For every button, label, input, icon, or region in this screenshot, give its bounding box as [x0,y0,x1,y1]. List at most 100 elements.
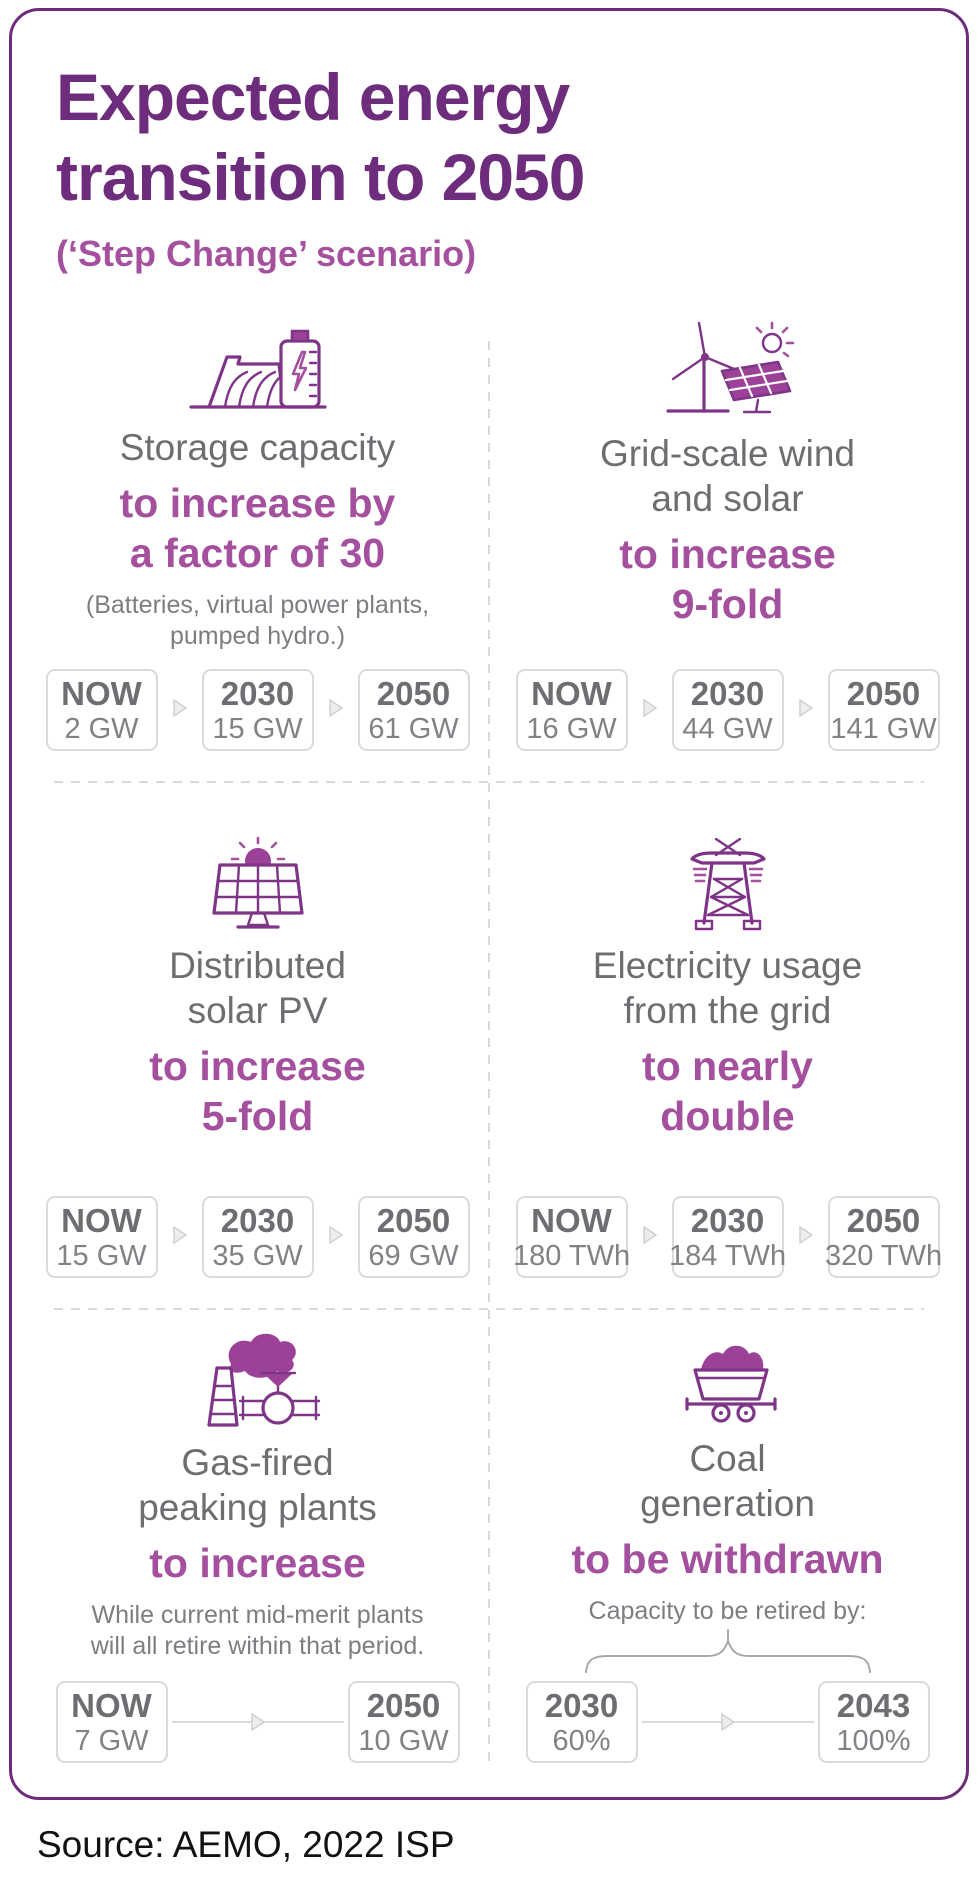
step-value: 15 GW [56,1239,147,1272]
step-box: 2050 69 GW [357,1196,470,1278]
step-box: NOW 7 GW [55,1681,168,1763]
accent-line: to nearly [642,1043,813,1089]
page-subtitle: (‘Step Change’ scenario) [56,233,477,274]
page-title: Expected energy transition to 2050 [56,60,585,214]
panel-heading: Grid-scale wind and solar [600,431,855,521]
gas-plant-valve-icon [181,1328,335,1428]
step-label: 2030 [690,1201,765,1239]
heading-line: and solar [651,478,804,519]
panel-gas-fired-peaking: Gas-fired peaking plants to increase Whi… [12,1308,489,1818]
step-value: 69 GW [368,1239,459,1272]
long-right-arrow-icon [170,1711,346,1733]
right-arrow-icon [172,698,188,723]
note-line: Capacity to be retired by: [588,1597,867,1625]
step-label: 2050 [376,1201,451,1239]
step-box: 2050 61 GW [357,669,470,751]
panel-accent: to increase [149,1538,366,1588]
step-value: 44 GW [682,712,773,745]
long-right-arrow-icon [640,1711,816,1733]
step-value: 60% [552,1724,611,1757]
vertical-divider [488,341,490,1765]
step-value: 141 GW [830,712,937,745]
panel-accent: to nearly double [642,1041,813,1141]
step-label: NOW [71,1686,152,1724]
heading-line: Electricity usage [592,945,863,986]
panel-accent: to be withdrawn [571,1534,883,1584]
curly-brace-icon [584,1629,871,1673]
step-label: 2030 [220,674,295,712]
heading-line: peaking plants [138,1487,377,1528]
step-label: 2050 [376,674,451,712]
step-label: 2030 [544,1686,619,1724]
step-label: NOW [61,674,142,712]
source-text: Source: AEMO, 2022 ISP [37,1824,455,1865]
accent-line: 9-fold [671,581,784,627]
panel-heading: Distributed solar PV [169,943,346,1033]
panel-heading: Gas-fired peaking plants [138,1440,377,1530]
accent-line: to increase [149,1540,366,1586]
step-value: 320 TWh [824,1239,943,1272]
panel-storage-capacity: Storage capacity to increase by a factor… [12,313,489,781]
panel-accent: to increase by a factor of 30 [120,478,396,578]
right-arrow-icon [328,1225,344,1250]
accent-line: to increase [619,531,836,577]
panel-accent: to increase 9-fold [619,529,836,629]
panel-grid: Storage capacity to increase by a factor… [12,313,966,1797]
step-box: 2030 184 TWh [668,1196,787,1278]
timeline-steps: NOW 180 TWh 2030 184 TWh 2050 320 TWh [489,1196,966,1278]
heading-line: from the grid [623,990,832,1031]
wind-turbine-solar-icon [648,319,808,419]
panel-heading: Electricity usage from the grid [593,943,862,1033]
heading-line: generation [640,1483,815,1524]
step-value: 61 GW [368,712,459,745]
horizontal-divider-1 [54,781,924,783]
transmission-tower-icon [662,835,794,931]
step-box: NOW 180 TWh [513,1196,630,1278]
steps-block: NOW 15 GW 2030 35 GW 2050 69 GW [26,1196,489,1278]
step-label: 2030 [690,674,765,712]
step-box: NOW 16 GW [515,669,628,751]
infographic-card: Expected energy transition to 2050 (‘Ste… [9,8,969,1800]
hydro-dam-battery-icon [183,319,333,413]
step-value: 16 GW [526,712,617,745]
step-value: 10 GW [358,1724,449,1757]
panel-distributed-solar-pv: Distributed solar PV to increase 5-fold … [12,781,489,1308]
step-value: 35 GW [212,1239,303,1272]
step-box: NOW 15 GW [45,1196,158,1278]
heading-line: Coal [689,1438,766,1479]
step-box: 2050 141 GW [827,669,940,751]
accent-line: to increase by [119,480,396,526]
step-box: 2030 15 GW [201,669,314,751]
panel-grid-scale-wind-solar: Grid-scale wind and solar to increase 9-… [489,313,966,781]
panel-note: Capacity to be retired by: [589,1596,867,1627]
panel-heading: Storage capacity [120,425,396,470]
steps-block: NOW 16 GW 2030 44 GW 2050 141 GW [489,669,966,751]
right-arrow-icon [172,1225,188,1250]
right-arrow-icon [642,1225,658,1250]
accent-line: a factor of 30 [129,530,386,576]
accent-line: double [660,1093,795,1139]
timeline-steps: NOW 2 GW 2030 15 GW 2050 61 GW [26,669,489,751]
solar-panel-sun-icon [192,835,324,931]
right-arrow-icon [328,698,344,723]
panel-heading: Coal generation [640,1436,815,1526]
right-arrow-icon [798,698,814,723]
steps-block: NOW 180 TWh 2030 184 TWh 2050 320 TWh [489,1196,966,1278]
step-value: 2 GW [64,712,139,745]
note-line: pumped hydro.) [169,622,346,650]
panel-note: While current mid-merit plants will all … [91,1600,424,1662]
step-box: 2030 35 GW [201,1196,314,1278]
step-value: 184 TWh [668,1239,787,1272]
step-box: 2030 60% [525,1681,638,1763]
step-value: 15 GW [212,712,303,745]
step-label: 2043 [836,1686,911,1724]
timeline-steps: NOW 16 GW 2030 44 GW 2050 141 GW [489,669,966,751]
step-box: NOW 2 GW [45,669,158,751]
heading-line: Storage capacity [119,427,396,468]
right-arrow-icon [798,1225,814,1250]
step-box: 2043 100% [817,1681,930,1763]
accent-line: to increase [149,1043,366,1089]
panel-electricity-usage: Electricity usage from the grid to nearl… [489,781,966,1308]
step-value: 100% [836,1724,911,1757]
